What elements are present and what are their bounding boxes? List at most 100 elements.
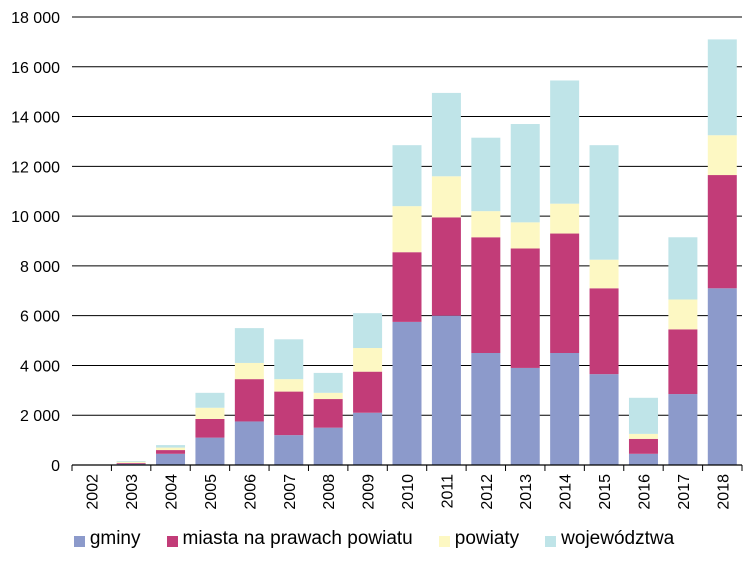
bar-segment bbox=[313, 399, 343, 428]
bar-segment bbox=[274, 435, 304, 465]
legend-label: województwa bbox=[561, 528, 675, 549]
legend-label: miasta na prawach powiatu bbox=[182, 528, 413, 549]
legend-item: województwa bbox=[545, 528, 674, 550]
bar-segment bbox=[431, 217, 461, 316]
bar-segment bbox=[156, 447, 186, 451]
bar-segment bbox=[471, 237, 501, 353]
legend-item: powiaty bbox=[438, 528, 520, 550]
bar-segment bbox=[510, 367, 540, 465]
x-tick-label: 2013 bbox=[518, 474, 535, 510]
bar-segment bbox=[274, 391, 304, 436]
bar-segment bbox=[589, 259, 619, 289]
bar-segment bbox=[116, 461, 146, 464]
x-tick-label: 2003 bbox=[124, 474, 141, 510]
bar-segment bbox=[668, 329, 698, 395]
bar-segment bbox=[628, 453, 658, 465]
bar-segment bbox=[668, 237, 698, 300]
legend-swatch bbox=[166, 535, 178, 547]
legend-item: gminy bbox=[73, 528, 141, 550]
legend-item: miasta na prawach powiatu bbox=[166, 528, 413, 550]
bar-segment bbox=[431, 176, 461, 218]
bar-segment bbox=[234, 379, 264, 422]
bar-segment bbox=[353, 348, 383, 372]
bar-segment bbox=[313, 372, 343, 393]
bar-segment bbox=[510, 124, 540, 223]
bar-segment bbox=[668, 299, 698, 330]
x-tick-label: 2004 bbox=[164, 474, 181, 510]
y-tick-label: 8 000 bbox=[20, 259, 60, 276]
y-tick-label: 18 000 bbox=[11, 10, 60, 27]
bar-segment bbox=[116, 463, 146, 464]
y-tick-label: 10 000 bbox=[11, 209, 60, 226]
legend-swatch bbox=[545, 535, 557, 547]
bar-segment bbox=[234, 362, 264, 380]
x-tick-label: 2009 bbox=[361, 474, 378, 510]
x-tick-label: 2005 bbox=[203, 474, 220, 510]
x-axis bbox=[71, 464, 743, 471]
y-tick-label: 16 000 bbox=[11, 60, 60, 77]
bar-segment bbox=[471, 137, 501, 212]
bar-segment bbox=[195, 392, 225, 408]
x-tick-label: 2018 bbox=[715, 474, 732, 510]
bar-segment bbox=[195, 418, 225, 438]
y-tick-label: 14 000 bbox=[11, 110, 60, 127]
legend: gminy miasta na prawach powiatu powiaty woj… bbox=[0, 524, 748, 554]
bar-segment bbox=[431, 315, 461, 465]
bar-segment bbox=[313, 427, 343, 465]
bar-segment bbox=[431, 92, 461, 177]
legend-label: powiaty bbox=[454, 528, 520, 549]
bar-segment bbox=[353, 412, 383, 465]
bar-segment bbox=[707, 39, 737, 136]
bar-segment bbox=[668, 394, 698, 465]
bar-segment bbox=[234, 421, 264, 465]
bar-segment bbox=[707, 175, 737, 289]
bars bbox=[116, 39, 737, 465]
bar-segment bbox=[628, 438, 658, 454]
bar-segment bbox=[116, 461, 146, 462]
x-tick-label: 2008 bbox=[321, 474, 338, 510]
bar-segment bbox=[628, 397, 658, 434]
bar-segment bbox=[471, 211, 501, 238]
bar-segment bbox=[274, 339, 304, 380]
bar-segment bbox=[195, 437, 225, 465]
x-tick-label: 2010 bbox=[400, 474, 417, 510]
y-tick-label: 12 000 bbox=[11, 159, 60, 176]
x-tick-label: 2002 bbox=[85, 474, 102, 510]
bar-segment bbox=[392, 145, 422, 207]
bar-segment bbox=[156, 445, 186, 448]
bar-segment bbox=[707, 288, 737, 465]
bar-segment bbox=[274, 379, 304, 392]
bar-segment bbox=[234, 328, 264, 363]
bar-segment bbox=[510, 222, 540, 249]
bar-segment bbox=[392, 321, 422, 465]
bar-segment bbox=[550, 80, 580, 204]
bar-segment bbox=[471, 353, 501, 465]
y-tick-label: 2 000 bbox=[20, 408, 60, 425]
bar-segment bbox=[510, 248, 540, 368]
bar-segment bbox=[589, 288, 619, 375]
y-tick-label: 0 bbox=[51, 458, 60, 475]
bar-segment bbox=[707, 135, 737, 176]
bar-segment bbox=[156, 453, 186, 465]
legend-swatch bbox=[73, 535, 85, 547]
legend-label: gminy bbox=[89, 528, 141, 549]
x-tick-label: 2011 bbox=[439, 474, 456, 509]
x-axis-tick-labels: 2002 2003 2004 2005 2006 2007 2008 2009 2010 2011… bbox=[85, 474, 733, 510]
x-tick-label: 2007 bbox=[282, 474, 299, 510]
bar-segment bbox=[195, 407, 225, 419]
y-tick-label: 6 000 bbox=[20, 309, 60, 326]
bar-segment bbox=[628, 433, 658, 439]
bar-segment bbox=[589, 145, 619, 260]
bar-segment bbox=[550, 233, 580, 353]
bar-segment bbox=[392, 206, 422, 253]
bar-segment bbox=[313, 392, 343, 400]
bar-segment bbox=[550, 203, 580, 234]
x-tick-label: 2014 bbox=[558, 474, 575, 510]
legend-swatch bbox=[438, 535, 450, 547]
bar-segment bbox=[392, 252, 422, 322]
bar-segment bbox=[353, 313, 383, 349]
bar-segment bbox=[353, 371, 383, 413]
x-tick-label: 2006 bbox=[242, 474, 259, 510]
x-tick-label: 2012 bbox=[479, 474, 496, 510]
bar-segment bbox=[550, 353, 580, 465]
